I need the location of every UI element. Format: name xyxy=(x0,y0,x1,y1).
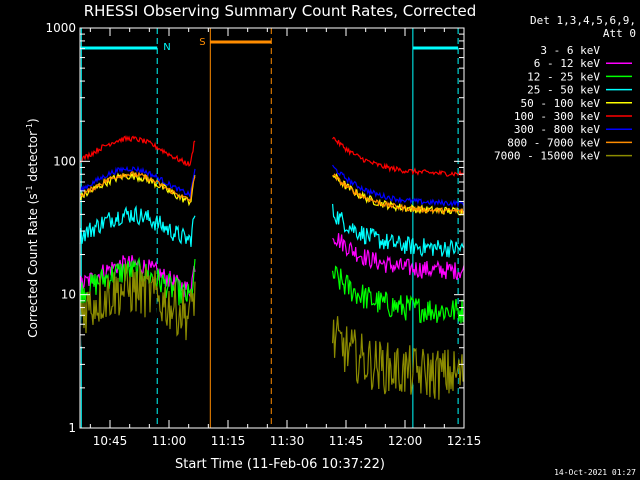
legend-label: 300 - 800 keV xyxy=(514,123,600,136)
x-tick-label: 11:15 xyxy=(211,434,246,448)
series-line xyxy=(79,165,196,199)
legend-label: 25 - 50 keV xyxy=(527,84,600,97)
x-tick-label: 11:00 xyxy=(152,434,187,448)
x-tick-label: 11:45 xyxy=(329,434,364,448)
y-tick-label: 1000 xyxy=(45,21,76,35)
series-line xyxy=(79,205,196,247)
axes: 10:45 11:00 11:15 11:30 11:45 12:00 12:15 1 10 10… xyxy=(45,21,481,448)
series-line xyxy=(332,136,465,177)
series-line xyxy=(79,135,196,167)
series-line xyxy=(332,265,465,324)
plot-frame xyxy=(79,27,465,429)
y-tick-label: 10 xyxy=(61,288,76,302)
saa-label: S xyxy=(199,37,205,48)
x-tick-label: 12:15 xyxy=(447,434,482,448)
legend-header-attenuator: Att 0 xyxy=(603,27,636,40)
legend-label: 12 - 25 keV xyxy=(527,70,600,83)
x-tick-label: 10:45 xyxy=(93,434,128,448)
y-axis-label-main: Corrected Count Rate (s xyxy=(26,193,40,337)
series-line xyxy=(332,233,465,281)
y-tick-label: 1 xyxy=(68,421,76,435)
chart-title: RHESSI Observing Summary Count Rates, Co… xyxy=(84,2,477,20)
series-300-to-800keV xyxy=(79,164,465,209)
legend-label: 3 - 6 keV xyxy=(540,44,600,57)
series-line xyxy=(332,316,465,400)
legend-label: 6 - 12 keV xyxy=(534,57,601,70)
legend-header-detectors: Det 1,3,4,5,6,9, xyxy=(530,14,636,27)
series-100-to-300keV xyxy=(79,135,465,177)
series-line xyxy=(332,173,465,215)
series-line xyxy=(332,164,465,209)
series-7000-to-15000keV xyxy=(79,263,465,400)
x-tick-label: 12:00 xyxy=(388,434,423,448)
series-line xyxy=(332,203,465,258)
y-axis-label-sup2: -1 xyxy=(25,123,34,131)
night-label: N xyxy=(163,42,170,53)
series-line xyxy=(79,263,196,341)
y-axis-label: Corrected Count Rate (s-1 detector-1) xyxy=(25,118,40,337)
y-axis-label-mid: detector xyxy=(26,131,40,186)
x-tick-label: 11:30 xyxy=(270,434,305,448)
legend-label: 800 - 7000 keV xyxy=(507,136,600,149)
legend-label: 50 - 100 keV xyxy=(521,97,601,110)
x-axis-label: Start Time (11-Feb-06 10:37:22) xyxy=(175,457,385,472)
y-axis-label-sup1: -1 xyxy=(25,185,34,193)
y-axis-label-end: ) xyxy=(26,118,40,123)
legend-label: 7000 - 15000 keV xyxy=(494,150,600,163)
series-25-to-50keV xyxy=(79,203,465,258)
y-tick-label: 100 xyxy=(53,154,76,168)
legend-label: 100 - 300 keV xyxy=(514,110,600,123)
generation-timestamp: 14-Oct-2021 01:27 xyxy=(554,468,636,477)
series-800-to-7000keV xyxy=(79,171,465,215)
series-line xyxy=(79,171,196,204)
